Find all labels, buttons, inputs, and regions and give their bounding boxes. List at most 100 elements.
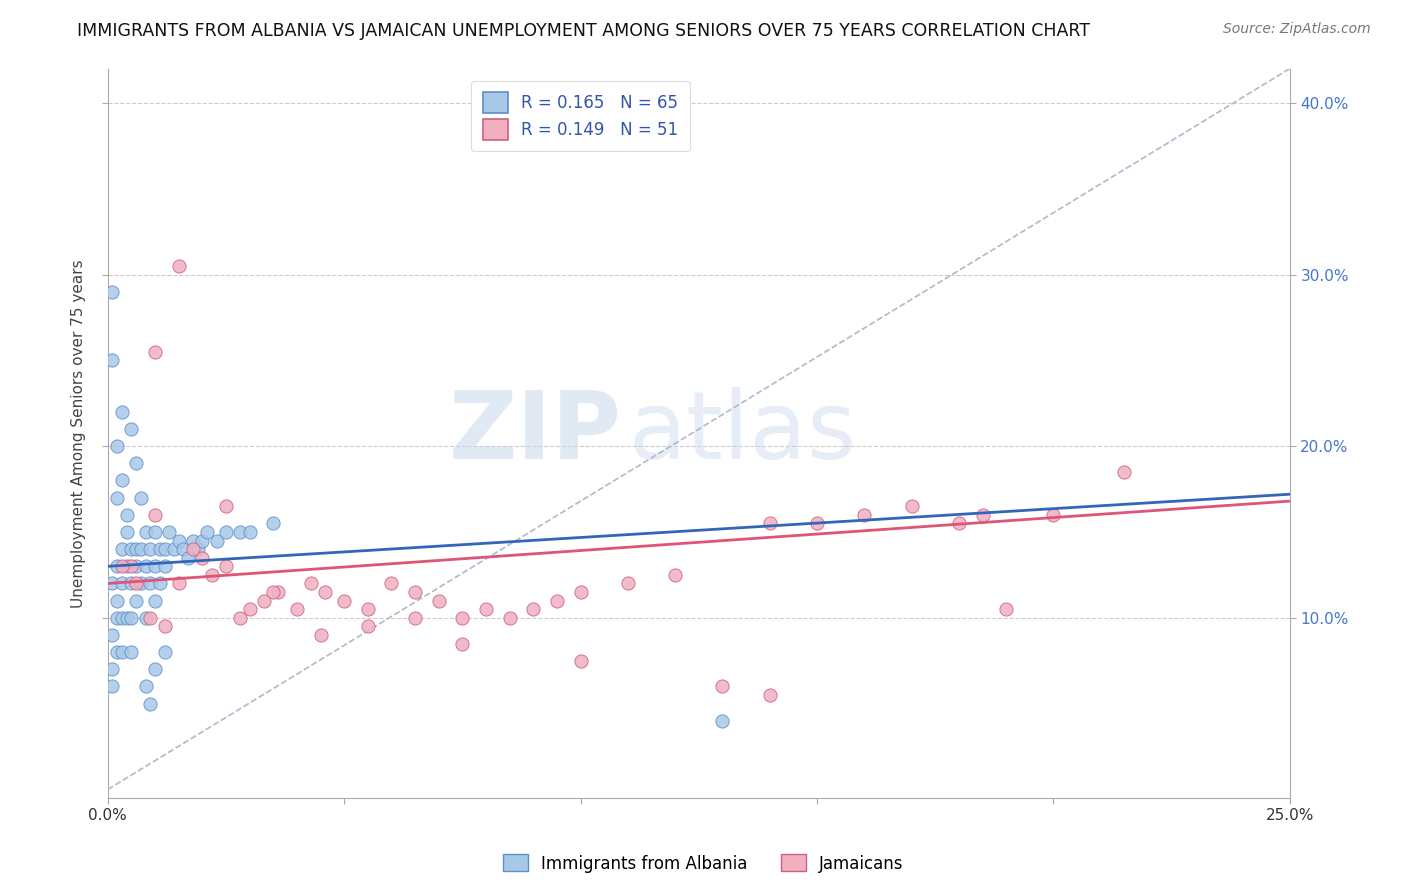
Point	[262, 585, 284, 599]
Point	[105, 559, 128, 574]
Point	[380, 576, 402, 591]
Point	[153, 542, 176, 557]
Point	[101, 353, 124, 368]
Point	[105, 439, 128, 453]
Point	[201, 568, 224, 582]
Point	[205, 533, 228, 548]
Point	[758, 516, 780, 531]
Point	[404, 585, 426, 599]
Point	[972, 508, 994, 522]
Point	[143, 593, 166, 607]
Point	[120, 645, 142, 659]
Point	[111, 576, 134, 591]
Point	[111, 542, 134, 557]
Point	[101, 285, 124, 299]
Point	[149, 542, 172, 557]
Point	[120, 559, 142, 574]
Point	[157, 524, 180, 539]
Point	[229, 611, 252, 625]
Point	[111, 645, 134, 659]
Point	[357, 602, 380, 616]
Point	[900, 500, 922, 514]
Point	[711, 714, 734, 728]
Point	[105, 645, 128, 659]
Point	[135, 559, 157, 574]
Point	[125, 576, 148, 591]
Point	[125, 456, 148, 470]
Point	[267, 585, 290, 599]
Point	[115, 508, 138, 522]
Point	[105, 611, 128, 625]
Point	[569, 585, 592, 599]
Point	[191, 550, 214, 565]
Point	[143, 344, 166, 359]
Point	[153, 619, 176, 633]
Point	[475, 602, 498, 616]
Point	[806, 516, 828, 531]
Point	[499, 611, 522, 625]
Point	[139, 576, 162, 591]
Point	[546, 593, 568, 607]
Point	[143, 559, 166, 574]
Point	[125, 542, 148, 557]
Point	[101, 662, 124, 676]
Point	[111, 474, 134, 488]
Point	[451, 636, 474, 650]
Point	[177, 550, 200, 565]
Point	[853, 508, 876, 522]
Point	[139, 611, 162, 625]
Point	[262, 516, 284, 531]
Point	[120, 611, 142, 625]
Point	[948, 516, 970, 531]
Point	[120, 576, 142, 591]
Point	[451, 611, 474, 625]
Y-axis label: Unemployment Among Seniors over 75 years: Unemployment Among Seniors over 75 years	[72, 259, 86, 607]
Point	[569, 654, 592, 668]
Point	[153, 559, 176, 574]
Point	[135, 680, 157, 694]
Point	[427, 593, 450, 607]
Point	[125, 559, 148, 574]
Point	[129, 491, 152, 505]
Point	[129, 576, 152, 591]
Point	[139, 697, 162, 711]
Point	[125, 593, 148, 607]
Point	[167, 259, 190, 273]
Legend: R = 0.165   N = 65, R = 0.149   N = 51: R = 0.165 N = 65, R = 0.149 N = 51	[471, 80, 690, 151]
Point	[153, 645, 176, 659]
Point	[664, 568, 686, 582]
Point	[239, 602, 262, 616]
Point	[285, 602, 308, 616]
Point	[181, 542, 204, 557]
Point	[101, 576, 124, 591]
Point	[163, 542, 186, 557]
Point	[229, 524, 252, 539]
Point	[191, 533, 214, 548]
Point	[995, 602, 1018, 616]
Point	[253, 593, 276, 607]
Point	[143, 662, 166, 676]
Point	[404, 611, 426, 625]
Point	[181, 533, 204, 548]
Point	[149, 576, 172, 591]
Text: IMMIGRANTS FROM ALBANIA VS JAMAICAN UNEMPLOYMENT AMONG SENIORS OVER 75 YEARS COR: IMMIGRANTS FROM ALBANIA VS JAMAICAN UNEM…	[77, 22, 1090, 40]
Point	[139, 542, 162, 557]
Point	[215, 559, 238, 574]
Point	[314, 585, 336, 599]
Point	[167, 576, 190, 591]
Point	[143, 524, 166, 539]
Point	[617, 576, 640, 591]
Point	[115, 611, 138, 625]
Text: atlas: atlas	[628, 387, 856, 479]
Point	[135, 524, 157, 539]
Point	[522, 602, 544, 616]
Legend: Immigrants from Albania, Jamaicans: Immigrants from Albania, Jamaicans	[496, 847, 910, 880]
Point	[101, 628, 124, 642]
Point	[195, 524, 218, 539]
Point	[167, 533, 190, 548]
Text: ZIP: ZIP	[449, 387, 621, 479]
Point	[357, 619, 380, 633]
Point	[187, 542, 209, 557]
Point	[105, 593, 128, 607]
Point	[1114, 465, 1136, 479]
